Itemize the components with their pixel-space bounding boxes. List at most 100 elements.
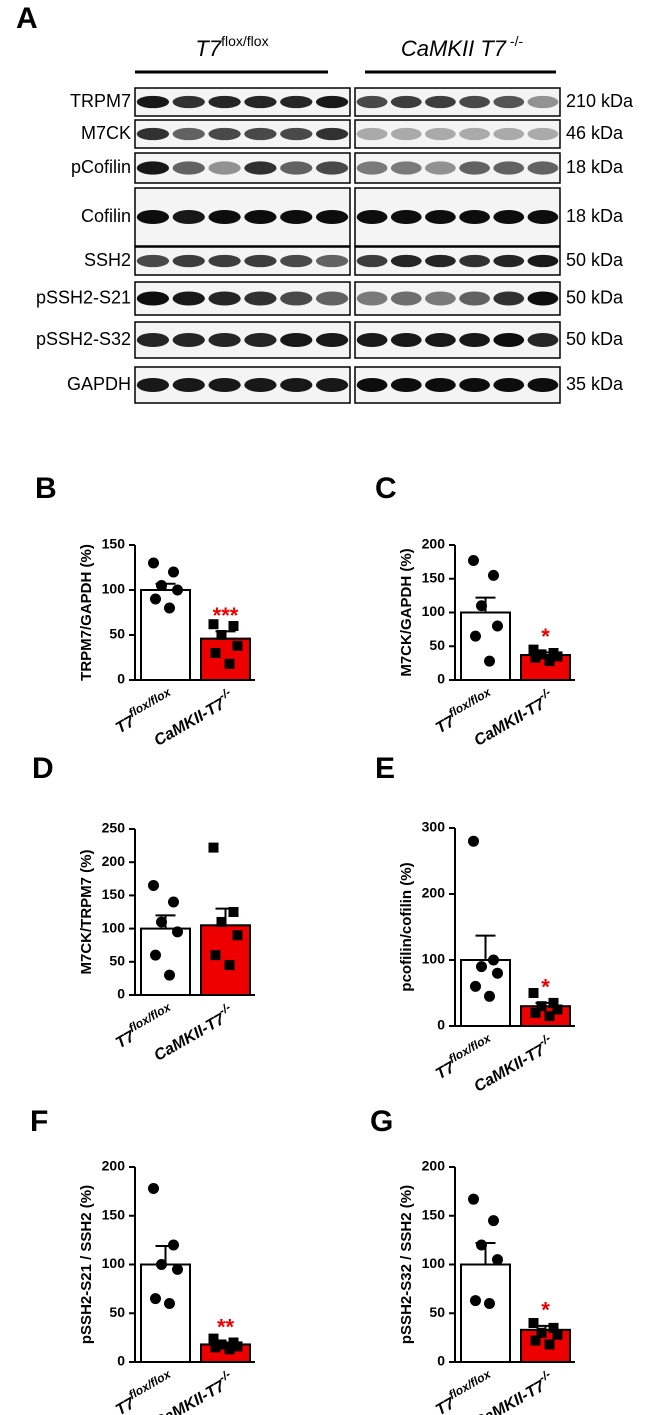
blot-size-label: 210 kDa [566, 91, 634, 111]
y-tick-label: 0 [437, 1017, 445, 1033]
blot-band [136, 127, 170, 141]
y-tick-label: 50 [429, 637, 445, 653]
category: CaMKII-T7 [152, 696, 229, 750]
data-point [224, 960, 235, 971]
blot-band [208, 127, 241, 141]
blot-box [354, 281, 561, 316]
y-tick-label: 100 [422, 603, 446, 619]
blot-band [172, 254, 205, 268]
data-point [232, 1341, 243, 1352]
category-superscript: flox/flox [126, 685, 174, 721]
blot-size-label: 46 kDa [566, 123, 624, 143]
category: CaMKII-T7 [152, 1011, 229, 1065]
data-point [172, 584, 183, 596]
blot-band [208, 210, 241, 224]
data-point [216, 630, 227, 640]
category-superscript: flox/flox [446, 1367, 494, 1403]
data-point [488, 1215, 499, 1227]
blot-band [208, 161, 241, 175]
data-point [468, 1193, 479, 1205]
blot-box [354, 152, 561, 184]
significance: *** [213, 603, 239, 628]
data-point [164, 969, 175, 981]
blot-box [354, 321, 561, 359]
blot-band [493, 254, 525, 268]
y-tick-label: 200 [422, 1158, 446, 1174]
blot-band [136, 95, 170, 109]
data-point [156, 1259, 167, 1270]
data-point [228, 907, 239, 917]
blot-band [527, 127, 559, 141]
blot-band [425, 127, 456, 141]
data-point [476, 961, 487, 973]
y-axis-label: pSSH2-S21 / SSH2 (%) [78, 1185, 95, 1344]
blot-band [459, 378, 490, 392]
group-sup: -/- [506, 33, 523, 49]
blot-band [136, 291, 170, 306]
data-point [484, 655, 495, 667]
blot-band [459, 95, 490, 109]
blot-band [493, 127, 525, 141]
blot-band [244, 254, 277, 268]
data-point [476, 600, 487, 612]
y-tick-label: 50 [109, 626, 125, 642]
blot-box [354, 119, 561, 149]
y-tick-label: 250 [102, 820, 126, 836]
blot-box [134, 152, 351, 184]
blot-band [244, 291, 277, 306]
blot-band [356, 210, 388, 224]
y-tick-label: 300 [422, 819, 446, 835]
blot-band [280, 254, 313, 268]
y-tick-label: 150 [102, 1206, 126, 1222]
data-point [148, 1182, 159, 1194]
blot-band [527, 210, 559, 224]
data-point [470, 1295, 481, 1307]
data-point [528, 644, 539, 655]
data-point [150, 1293, 161, 1305]
blot-band [425, 378, 456, 392]
blot-band [244, 95, 277, 109]
group-base: T7 [195, 36, 221, 61]
blot-band [493, 161, 525, 175]
blot-band [315, 378, 349, 392]
blot-band [172, 378, 205, 392]
y-tick-label: 200 [422, 536, 446, 552]
group-base: CaMKII T7 [401, 36, 507, 61]
blot-box [134, 87, 351, 117]
data-point [468, 835, 479, 847]
category: CaMKII-T7 [472, 696, 549, 750]
blot-band [280, 333, 313, 347]
data-point [484, 1298, 495, 1309]
blot-band [172, 210, 205, 224]
blot-row-label: SSH2 [84, 250, 131, 270]
data-point [552, 1329, 563, 1340]
blot-band [390, 291, 422, 306]
blot-band [244, 210, 277, 224]
data-point [210, 1342, 221, 1353]
blot-size-label: 18 kDa [566, 206, 624, 226]
data-point [208, 619, 219, 630]
blot-row-label: pSSH2-S32 [36, 329, 131, 349]
data-point [548, 997, 559, 1008]
category-superscript: flox/flox [446, 1031, 494, 1067]
panel-letter: D [32, 752, 54, 785]
blot-row-label: pCofilin [71, 157, 131, 177]
data-point [492, 1254, 503, 1266]
blot-band [425, 210, 456, 224]
bar [140, 927, 191, 996]
blot-band [208, 333, 241, 347]
data-point [210, 648, 221, 658]
data-point [216, 1339, 227, 1350]
blot-band [172, 161, 205, 175]
data-point [208, 1333, 219, 1344]
bar [140, 589, 191, 681]
y-axis-label: M7CK/GAPDH (%) [398, 548, 415, 676]
blot-band [356, 291, 388, 306]
data-point [150, 949, 161, 961]
bar [460, 1263, 511, 1363]
blot-band [425, 291, 456, 306]
blot-band [527, 95, 559, 109]
data-point [468, 555, 479, 567]
blot-band [208, 291, 241, 306]
data-point [168, 896, 179, 908]
